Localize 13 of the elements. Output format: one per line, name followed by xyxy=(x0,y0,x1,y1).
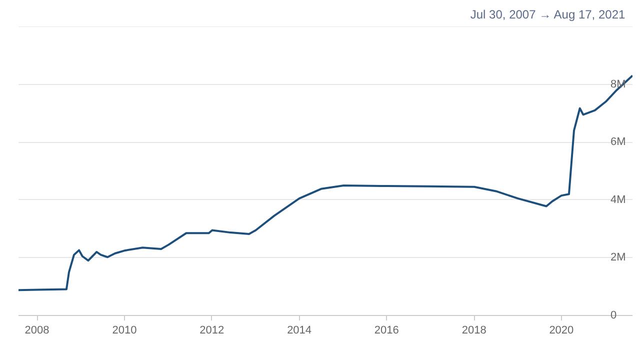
x-tick-label: 2008 xyxy=(24,324,50,336)
x-tick-label: 2020 xyxy=(549,324,574,336)
line-series xyxy=(18,74,632,292)
y-tick-label: 4M xyxy=(610,194,626,206)
y-tick-label: 2M xyxy=(610,252,626,264)
x-tick-label: 2012 xyxy=(200,324,224,336)
x-tick-label: 2010 xyxy=(112,324,137,336)
y-tick-label: 6M xyxy=(610,136,626,148)
x-tick-label: 2016 xyxy=(374,324,399,336)
x-tick-label: 2018 xyxy=(462,324,486,336)
x-tick-label: 2014 xyxy=(287,324,312,336)
y-tick-label: 0 xyxy=(610,310,617,322)
chart-title: Jul 30, 2007 → Aug 17, 2021 xyxy=(470,8,626,22)
